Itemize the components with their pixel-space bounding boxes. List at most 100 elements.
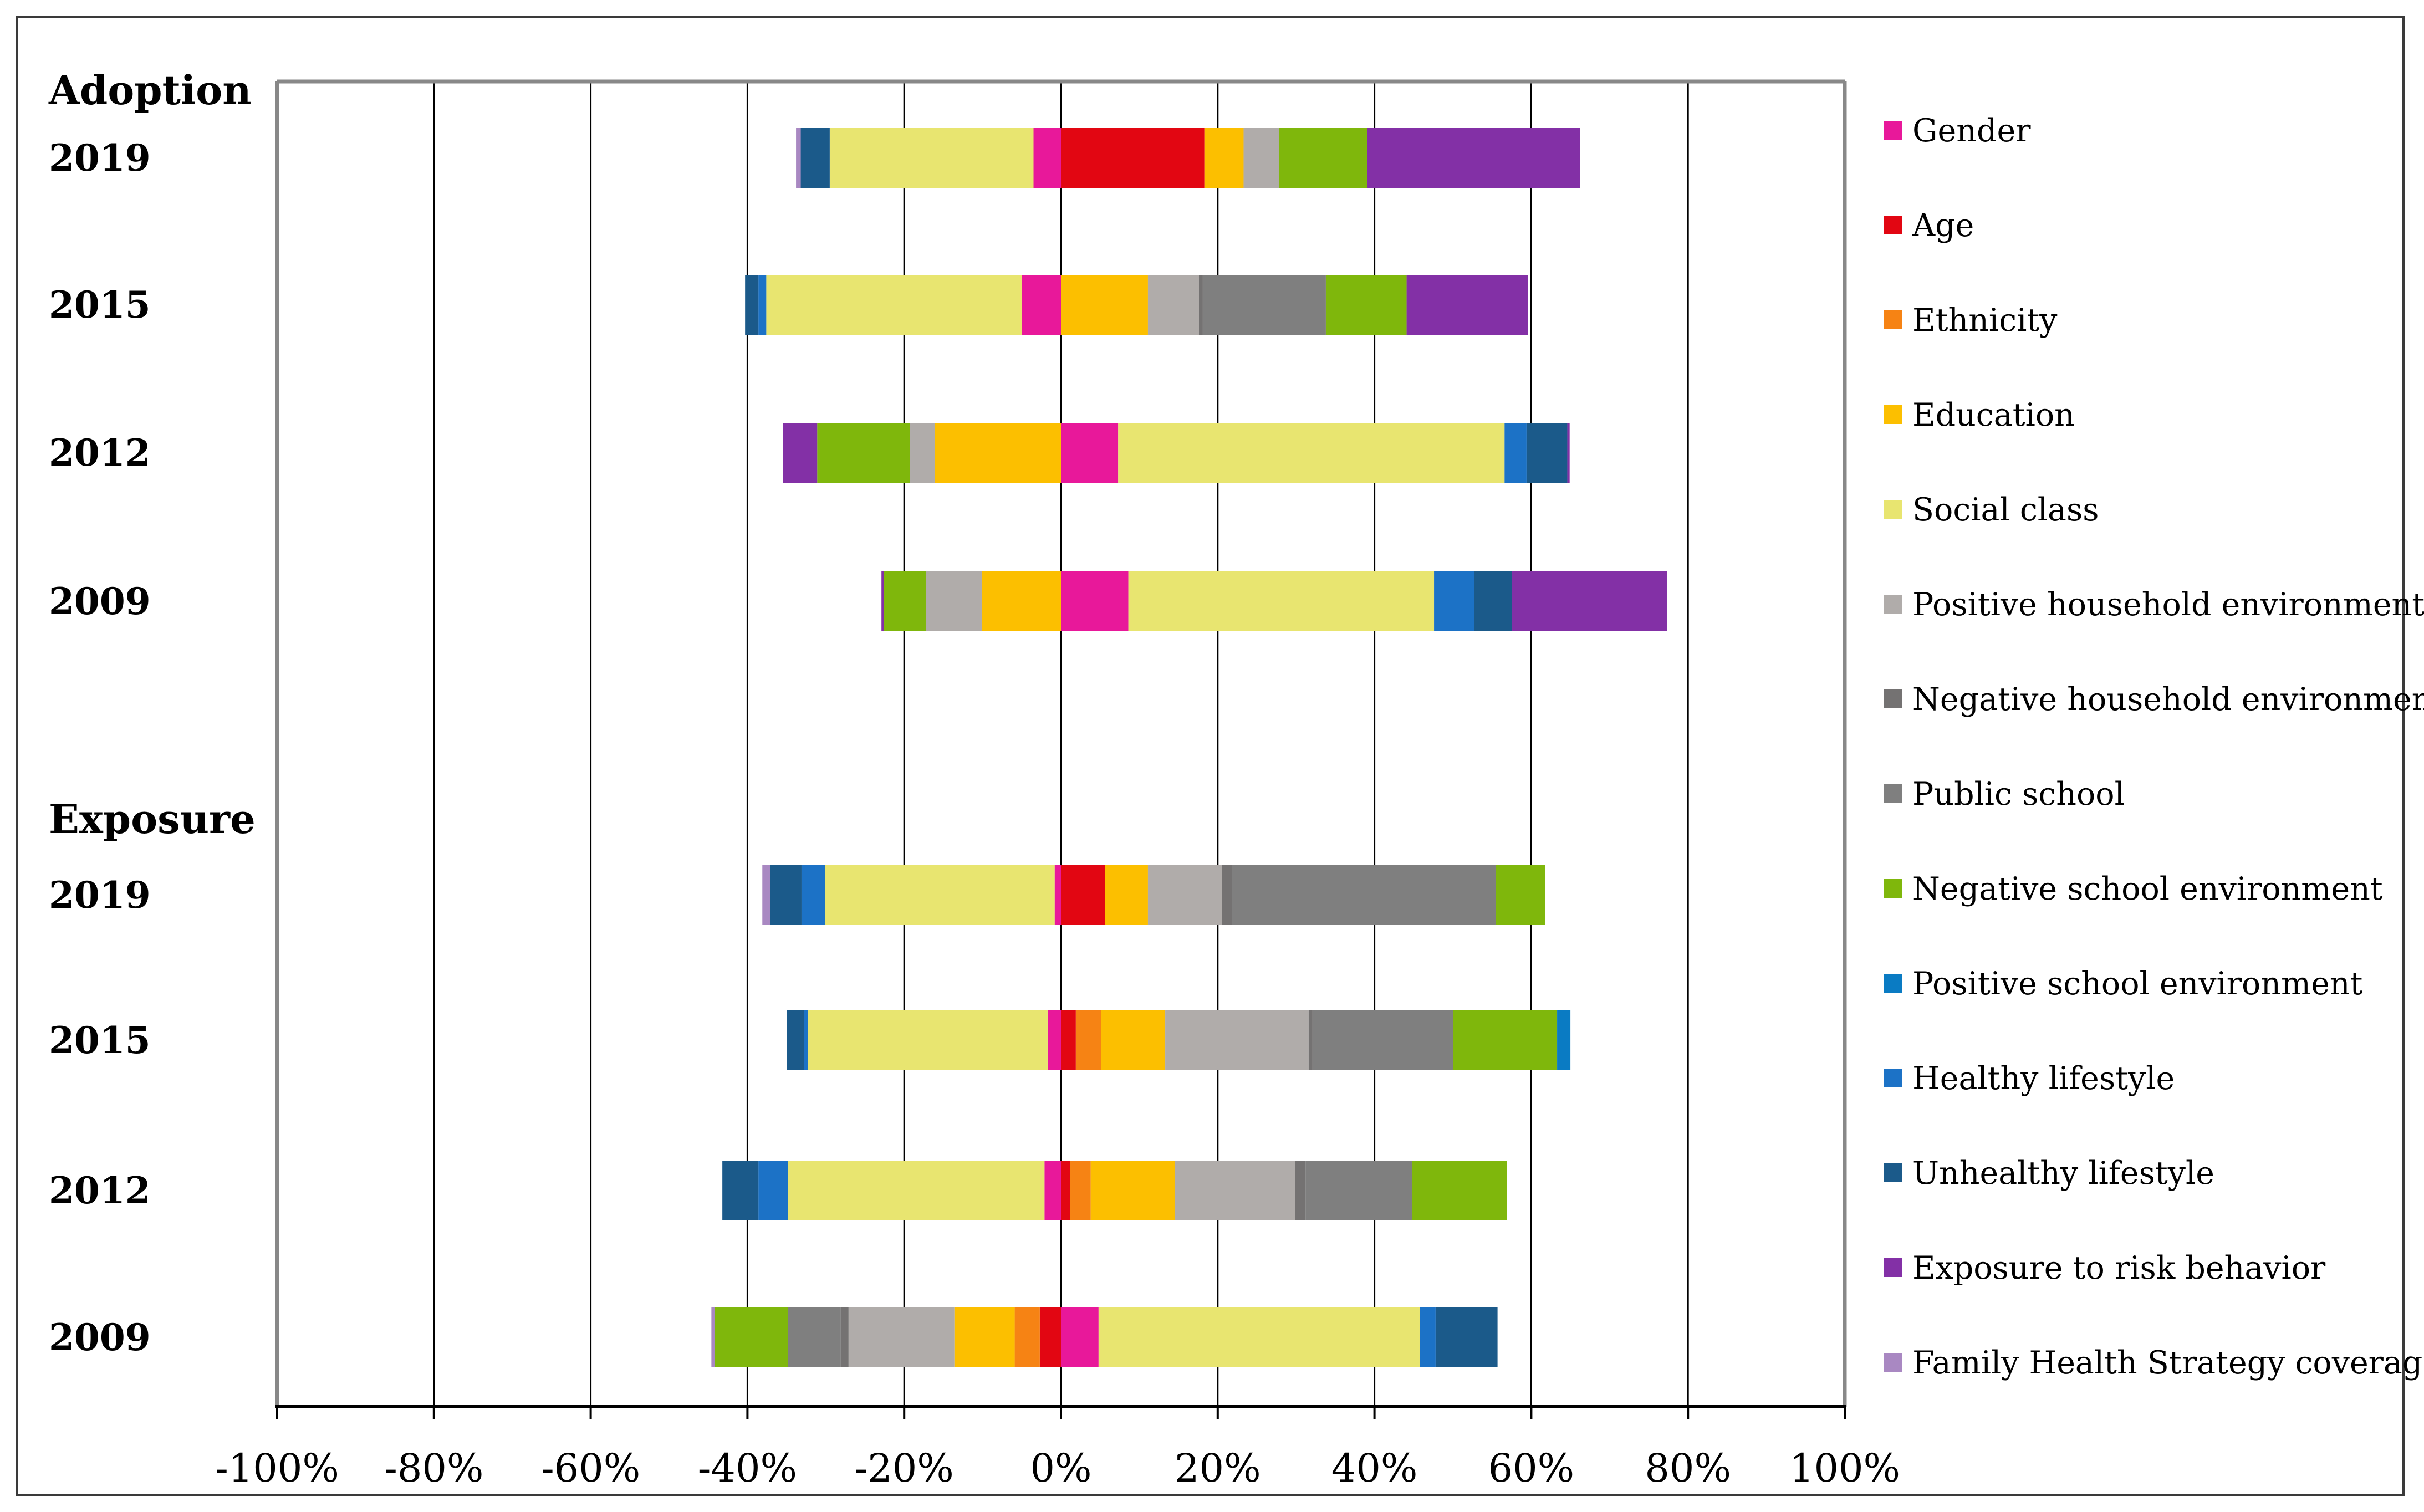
legend: Gender Age Ethnicity Education Social class P…: [1884, 113, 2424, 1381]
bar-segment-negative-school-environment: [1453, 1010, 1558, 1070]
bar-segment-age: [1061, 865, 1105, 925]
bar-segment-age: [1061, 128, 1205, 188]
bar-segment-education: [935, 423, 1061, 483]
bar-segment-unhealthy-lifestyle: [1526, 423, 1568, 483]
legend-swatch-unhealthy-lifestyle: [1884, 1163, 1902, 1182]
section-title-adoption: Adoption: [48, 67, 252, 114]
bar-segment-gender: [1061, 423, 1119, 483]
bar-segment-social-class: [1128, 571, 1435, 631]
bar-segment-negative-school-environment: [817, 423, 910, 483]
bar-segment-social-class: [808, 1010, 1048, 1070]
chart-frame: [16, 16, 2405, 1496]
bar-segment-public-school: [1232, 865, 1496, 925]
bar-segment-unhealthy-lifestyle: [1435, 1307, 1498, 1367]
year-label: 2019: [49, 136, 151, 180]
bar-segment-ethnicity: [1014, 1307, 1040, 1367]
year-label: 2015: [49, 1019, 151, 1062]
bar-segment-unhealthy-lifestyle: [800, 128, 830, 188]
labels: 2019 2015 2012 2009 Adoption 2019 2015 2012 2009…: [48, 67, 256, 1359]
bar-segment-social-class: [788, 1161, 1045, 1220]
bar-segment-healthy-lifestyle: [758, 275, 767, 335]
legend-swatch-healthy-lifestyle: [1884, 1069, 1902, 1087]
bar-segment-gender: [1033, 128, 1061, 188]
bar-segment-education: [1101, 1010, 1166, 1070]
bar-segment-social-class: [766, 275, 1022, 335]
bar-segment-healthy-lifestyle: [1504, 423, 1527, 483]
legend-label-positive-household-environment: Positive household environment: [1912, 586, 2424, 623]
legend-label-public-school: Public school: [1912, 776, 2125, 813]
bar-segment-gender: [1044, 1161, 1061, 1220]
bar-segment-age: [1039, 1307, 1061, 1367]
bar-segment-unhealthy-lifestyle: [787, 1010, 804, 1070]
bar-segment-positive-school-environment: [1557, 1010, 1571, 1070]
bar-segment-education: [1061, 275, 1148, 335]
bar-segment-education: [1105, 865, 1148, 925]
bar-segment-healthy-lifestyle: [1434, 571, 1474, 631]
bar-segment-exposure-to-risk-behavior: [881, 571, 884, 631]
legend-label-positive-school-environment: Positive school environment: [1912, 966, 2363, 1002]
year-label: 2009: [49, 1316, 151, 1359]
x-tick-label: -40%: [698, 1445, 797, 1491]
bar-segment-gender: [1061, 571, 1129, 631]
legend-swatch-social-class: [1884, 500, 1902, 519]
bar-segment-age: [1061, 1010, 1076, 1070]
bar-segment-gender: [1061, 1307, 1099, 1367]
bar-segment-negative-school-environment: [884, 571, 926, 631]
bar-segment-public-school: [788, 1307, 841, 1367]
legend-label-negative-school-environment: Negative school environment: [1912, 871, 2383, 907]
bar-segment-family-health-strategy-coverage: [796, 128, 801, 188]
bar-segment-social-class: [829, 128, 1034, 188]
bar-segment-unhealthy-lifestyle: [722, 1161, 759, 1220]
legend-swatch-family-health-strategy-coverage: [1884, 1353, 1902, 1372]
bar-segment-ethnicity: [1075, 1010, 1101, 1070]
bar-segment-ethnicity: [1070, 1161, 1091, 1220]
legend-label-age: Age: [1912, 207, 1974, 244]
bar-segment-exposure-to-risk-behavior: [783, 423, 818, 483]
legend-label-healthy-lifestyle: Healthy lifestyle: [1912, 1060, 2175, 1097]
legend-label-ethnicity: Ethnicity: [1912, 302, 2058, 339]
bar-segment-education: [1090, 1161, 1175, 1220]
bar-segment-family-health-strategy-coverage: [711, 1307, 715, 1367]
bar-segment-negative-school-environment: [715, 1307, 788, 1367]
bar-segment-positive-household-environment: [1175, 1161, 1295, 1220]
bar-segment-social-class: [1098, 1307, 1420, 1367]
bar-segment-negative-household-environment: [840, 1307, 849, 1367]
bar-segment-social-class: [825, 865, 1055, 925]
x-tick-label: -80%: [384, 1445, 483, 1491]
legend-label-negative-household-environment: Negative household environment: [1912, 681, 2424, 718]
legend-swatch-age: [1884, 216, 1902, 234]
bar-segment-exposure-to-risk-behavior: [1567, 423, 1570, 483]
bars: [711, 128, 1667, 1367]
bar-segment-public-school: [1312, 1010, 1453, 1070]
bar-segment-healthy-lifestyle: [801, 865, 825, 925]
bar-segment-negative-household-environment: [1198, 275, 1203, 335]
year-label: 2015: [49, 283, 151, 326]
legend-swatch-exposure-to-risk-behavior: [1884, 1258, 1902, 1277]
x-tick-label: 20%: [1175, 1445, 1261, 1491]
bar-segment-unhealthy-lifestyle: [770, 865, 802, 925]
bar-segment-positive-household-environment: [926, 571, 982, 631]
bar-segment-social-class: [1118, 423, 1505, 483]
bar-segment-positive-household-environment: [910, 423, 935, 483]
bar-segment-positive-household-environment: [1147, 865, 1222, 925]
bar-segment-exposure-to-risk-behavior: [1367, 128, 1580, 188]
section-title-exposure: Exposure: [49, 795, 256, 842]
bar-segment-education: [982, 571, 1061, 631]
legend-swatch-ethnicity: [1884, 310, 1902, 329]
legend-label-unhealthy-lifestyle: Unhealthy lifestyle: [1912, 1155, 2214, 1192]
bar-segment-exposure-to-risk-behavior: [1406, 275, 1528, 335]
bar-segment-gender: [1054, 865, 1061, 925]
legend-swatch-positive-household-environment: [1884, 595, 1902, 614]
legend-swatch-public-school: [1884, 784, 1902, 803]
bar-segment-exposure-to-risk-behavior: [1512, 571, 1667, 631]
bar-segment-negative-school-environment: [1325, 275, 1407, 335]
x-tick-label: -60%: [541, 1445, 640, 1491]
year-label: 2012: [49, 1169, 151, 1212]
legend-label-education: Education: [1912, 397, 2075, 433]
bar-segment-healthy-lifestyle: [1420, 1307, 1436, 1367]
bar-segment-negative-school-environment: [1496, 865, 1545, 925]
bar-segment-positive-household-environment: [1165, 1010, 1309, 1070]
year-label: 2012: [49, 431, 151, 474]
legend-swatch-education: [1884, 405, 1902, 424]
